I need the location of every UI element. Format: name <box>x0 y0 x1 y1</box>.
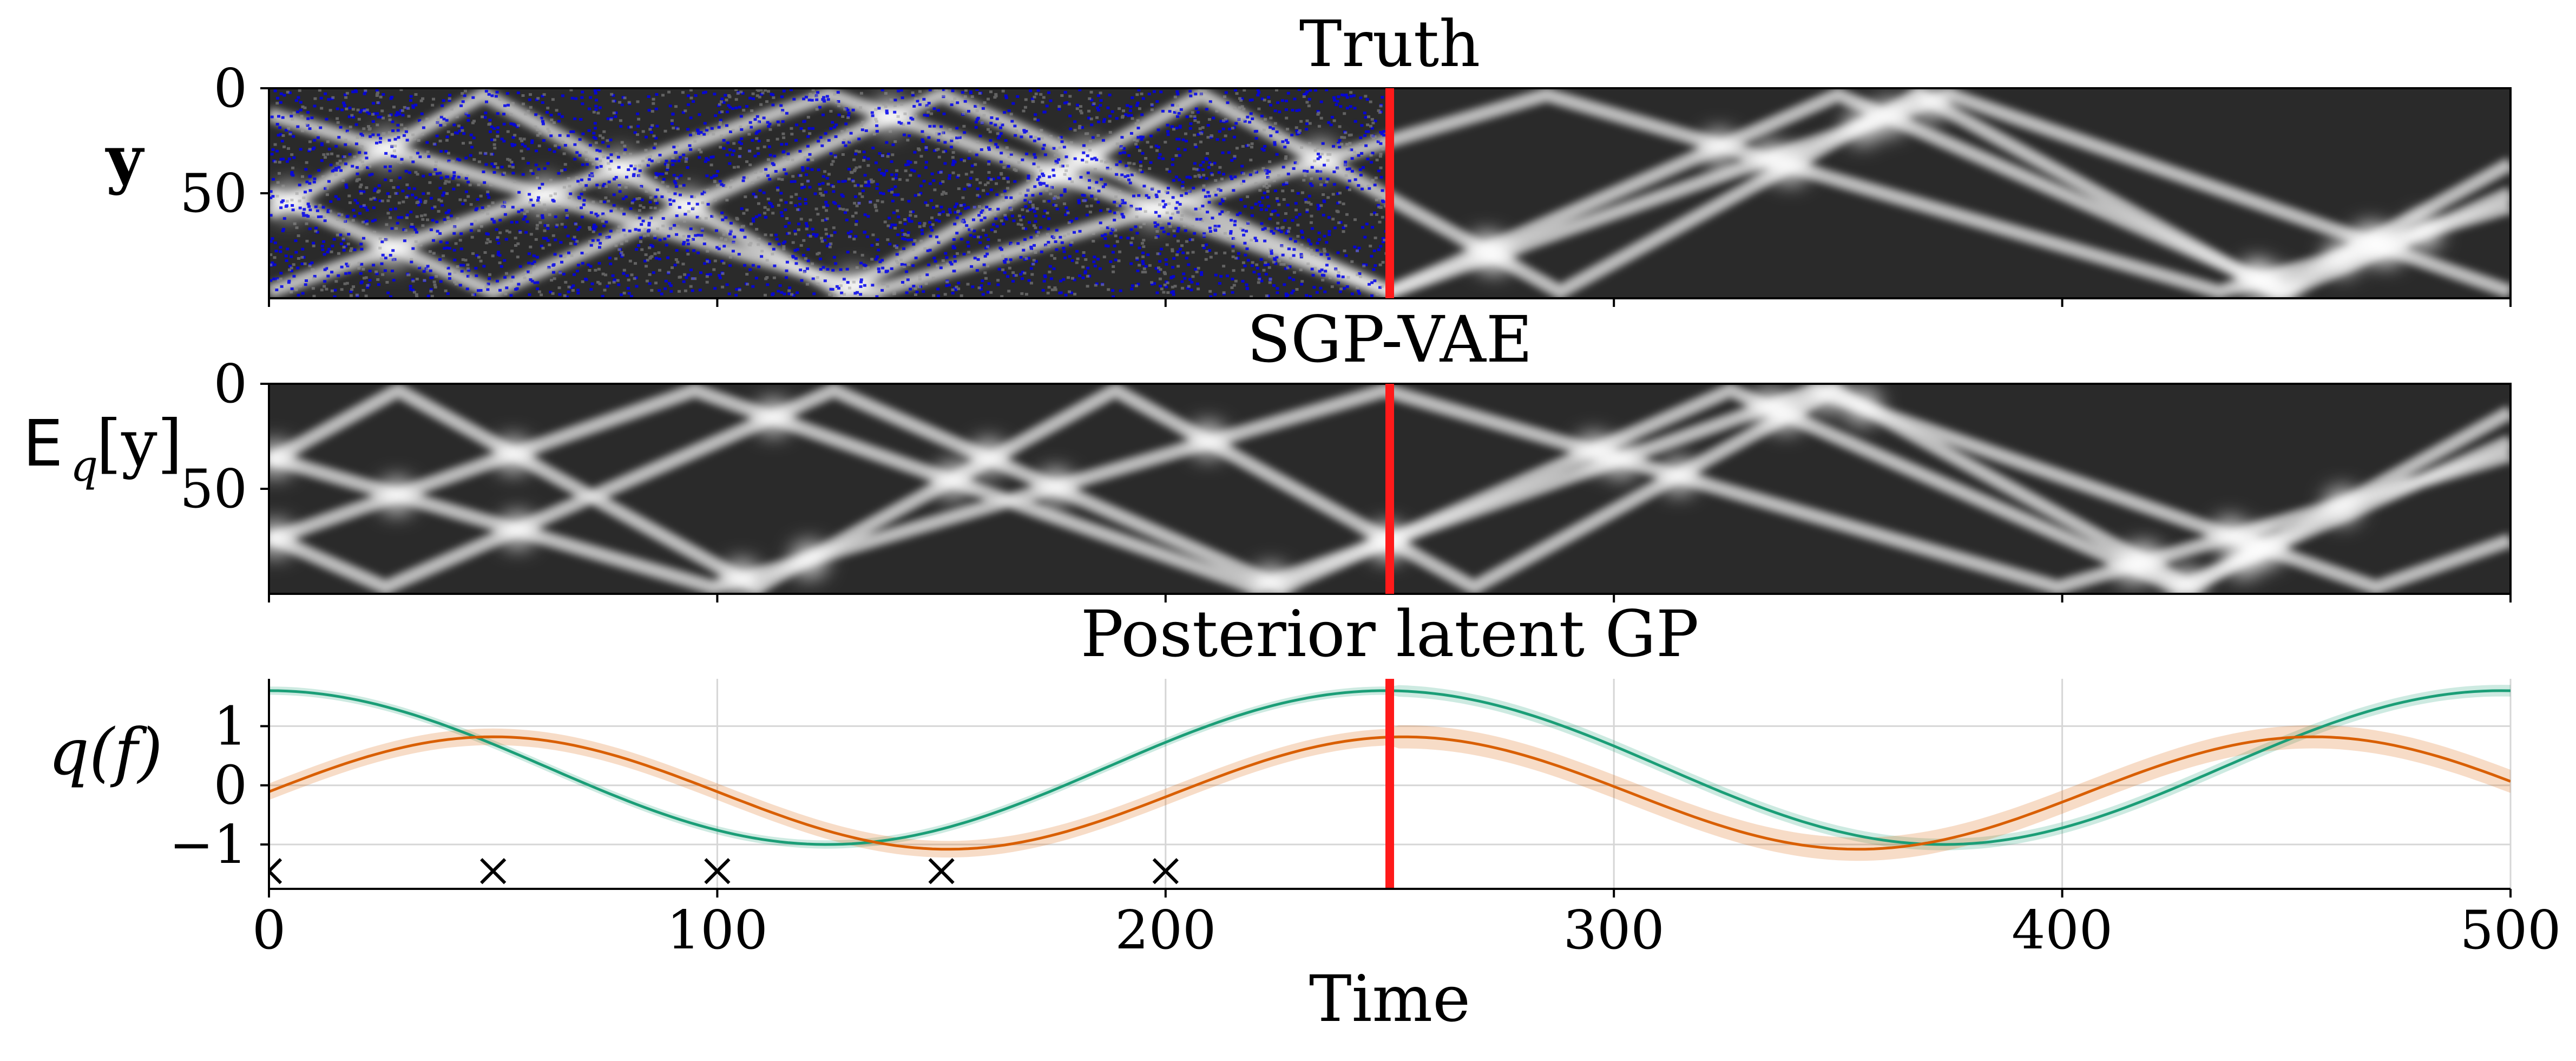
sgpvae-title: SGP-VAE <box>1247 302 1533 377</box>
truth-missing-pixels <box>269 88 1390 298</box>
heatmap-intersection <box>1660 457 1698 495</box>
xtick-label: 200 <box>1115 900 1216 961</box>
heatmap-intersection <box>271 182 308 220</box>
missing-pixels <box>269 88 1390 298</box>
heatmap-intersection <box>495 436 532 474</box>
xtick-label: 300 <box>1563 900 1665 961</box>
latent-panel: Posterior latent GP q(f) −101 0 100 200 300… <box>48 597 2561 1036</box>
truth-ylabel: y <box>105 121 145 197</box>
heatmap-intersection <box>1068 139 1106 176</box>
heatmap-intersection <box>269 520 294 557</box>
heatmap-intersection <box>1476 237 1514 274</box>
heatmap-intersection <box>2324 239 2361 276</box>
uncertainty-band <box>269 725 2511 861</box>
sgpvae-heatmap-intersections <box>269 384 2361 594</box>
latent-ylabel: q(f) <box>48 715 162 789</box>
inducing-point-marker <box>928 858 955 885</box>
heatmap-intersection <box>2324 487 2361 524</box>
heatmap-intersection <box>2261 269 2298 298</box>
heatmap-intersection <box>723 559 760 594</box>
heatmap-intersection <box>791 541 828 579</box>
heatmap-intersection <box>2404 214 2442 251</box>
truth-heatmap-intersections <box>271 88 2442 298</box>
ytick-label: 50 <box>180 163 247 225</box>
sgpvae-yticks: 0 50 <box>180 353 269 520</box>
heatmap-intersection <box>934 461 971 499</box>
ytick-label: −1 <box>169 814 247 876</box>
inducing-point-markers <box>269 858 1179 885</box>
heatmap-intersection <box>1037 155 1074 192</box>
x-axis-label: Time <box>1309 961 1470 1036</box>
ytick-label: 0 <box>214 58 247 120</box>
heatmap-intersection <box>970 438 1007 476</box>
latent-xticks: 0 100 200 300 400 500 <box>252 889 2561 961</box>
truth-panel: Truth y 0 50 <box>105 6 2512 307</box>
sgpvae-xticks <box>268 594 2512 602</box>
heatmap-intersection <box>1252 564 1290 594</box>
heatmap-intersection <box>1808 384 1845 412</box>
heatmap-intersection <box>1037 468 1074 506</box>
xtick-label: 100 <box>667 900 768 961</box>
heatmap-intersection <box>1136 189 1173 227</box>
heatmap-intersection <box>526 177 563 214</box>
heatmap-intersection <box>378 477 416 515</box>
heatmap-intersection <box>2167 567 2204 594</box>
xtick-label: 0 <box>252 900 286 961</box>
heatmap-intersection <box>754 398 792 436</box>
latent-title: Posterior latent GP <box>1081 597 1699 671</box>
heatmap-intersection <box>1700 129 1738 167</box>
latent-uncertainty-bands <box>269 685 2511 861</box>
inducing-point-marker <box>480 858 507 885</box>
heatmap-intersection <box>499 512 536 549</box>
xtick-label: 500 <box>2460 900 2561 961</box>
heatmap-intersection <box>1602 441 1639 479</box>
sgpvae-ylabel-subscript: q <box>70 441 98 491</box>
latent-yticks: −101 <box>169 696 269 876</box>
xtick-label: 400 <box>2012 900 2113 961</box>
inducing-point-marker <box>269 858 282 885</box>
heatmap-intersection <box>871 96 909 134</box>
ytick-label: 50 <box>180 459 247 520</box>
sgpvae-ylabel-bracket: [y] <box>96 406 182 481</box>
ytick-label: 0 <box>214 353 247 415</box>
truth-title: Truth <box>1299 6 1481 81</box>
heatmap-intersection <box>1772 147 1810 185</box>
inducing-point-marker <box>704 858 731 885</box>
heatmap-intersection <box>1871 98 1908 135</box>
sgpvae-panel: SGP-VAE E q [y] 0 50 <box>23 302 2512 602</box>
heatmap-intersection <box>2248 529 2285 567</box>
heatmap-intersection <box>602 150 640 187</box>
heatmap-intersection <box>2369 229 2406 266</box>
heatmap-intersection <box>369 130 406 168</box>
ytick-label: 0 <box>214 755 247 817</box>
heatmap-intersection <box>269 440 294 477</box>
truth-xticks <box>268 298 2512 307</box>
truth-yticks: 0 50 <box>180 58 269 225</box>
sgpvae-ylabel-prefix: E <box>23 406 63 481</box>
ytick-label: 1 <box>214 696 247 757</box>
heatmap-intersection <box>1190 421 1227 459</box>
heatmap-intersection <box>2126 542 2164 579</box>
heatmap-intersection <box>1911 88 1949 121</box>
inducing-point-marker <box>1152 858 1179 885</box>
noise-pixels <box>269 88 1390 298</box>
heatmap-intersection <box>1844 388 1881 425</box>
sgpvae-ylabel: E q [y] <box>23 406 182 491</box>
heatmap-intersection <box>1768 395 1805 433</box>
